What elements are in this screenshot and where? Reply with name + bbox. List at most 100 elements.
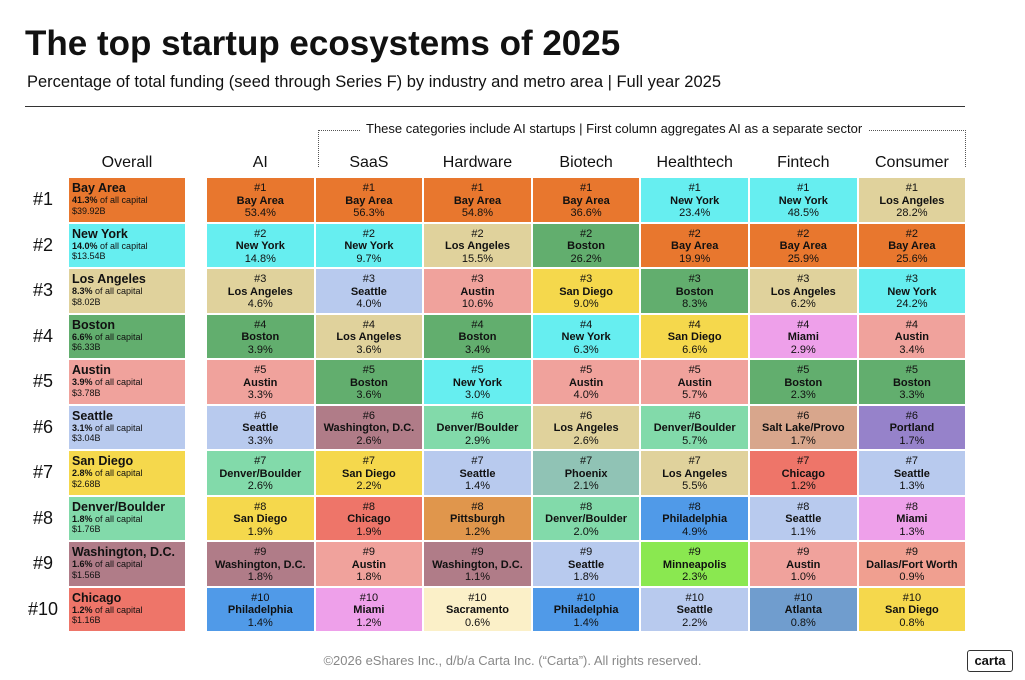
metro-name: Denver/Boulder xyxy=(545,513,628,525)
share: 4.6% xyxy=(247,298,273,310)
ranking-cell: #2 Bay Area 19.9% xyxy=(640,222,749,268)
amount: $3.78B xyxy=(72,387,101,398)
rank-label: #8 xyxy=(32,507,54,528)
share: 2.9% xyxy=(464,434,491,447)
column-heading: Fintech xyxy=(777,154,830,171)
metro-name: Bay Area xyxy=(345,194,393,207)
ranking-cell: #9 Dallas/Fort Worth 0.9% xyxy=(857,541,967,587)
share: 25.6% xyxy=(896,252,928,265)
rank: #8 xyxy=(797,500,810,513)
rank: #8 xyxy=(688,500,701,513)
share: 3.3% xyxy=(899,389,925,401)
ranking-cell: #3 Austin 10.6% xyxy=(423,268,532,314)
share: 0.8% xyxy=(790,616,816,629)
metro-name: Austin xyxy=(243,376,278,389)
metro-name: Los Angeles xyxy=(72,272,146,286)
share: 15.5% xyxy=(461,252,494,265)
share: 48.5% xyxy=(787,207,819,219)
ranking-cell: #5 Boston 2.3% xyxy=(749,359,858,405)
ranking-cell: #10 Philadelphia 1.4% xyxy=(206,586,315,632)
ranking-cell: #3 New York 24.2% xyxy=(857,268,967,314)
share-line: 41.3% of all capital xyxy=(72,195,185,206)
rank: #5 xyxy=(905,364,919,376)
overall-cell: Seattle 3.1% of all capital $3.04B xyxy=(68,404,186,450)
rank: #7 xyxy=(688,455,701,467)
share: 3.9% xyxy=(72,377,93,387)
rank: #2 xyxy=(797,227,810,240)
ranking-cell: #1 Bay Area 53.4% xyxy=(206,177,315,223)
overall-cell: Chicago 1.2% of all capital $1.16B xyxy=(68,586,186,632)
ranking-cell: #1 Los Angeles 28.2% xyxy=(857,177,967,223)
metro-name: Minneapolis xyxy=(662,558,727,571)
ranking-cell: #5 Boston 3.3% xyxy=(857,359,967,405)
rank-label: #4 xyxy=(32,325,54,346)
share: 9.7% xyxy=(356,252,382,265)
ranking-cell: #6 Denver/Boulder 2.9% xyxy=(423,404,532,450)
rank: #3 xyxy=(688,273,701,285)
ranking-cell: #1 Bay Area 56.3% xyxy=(314,177,424,223)
share-suffix: of all capital xyxy=(95,513,143,524)
metro-name: Los Angeles xyxy=(879,194,945,207)
ranking-cell: #3 Los Angeles 4.6% xyxy=(206,268,315,314)
share: 4.0% xyxy=(573,389,599,401)
share: 1.8% xyxy=(356,571,382,583)
metro-name: Austin xyxy=(894,331,929,343)
metro-name: Miami xyxy=(896,513,928,525)
rank: #1 xyxy=(797,182,810,194)
share-line: 3.1% of all capital xyxy=(72,423,185,434)
amount: $39.92B xyxy=(72,205,106,216)
rank: #3 xyxy=(579,273,593,285)
ranking-cell: #8 San Diego 1.9% xyxy=(206,495,315,541)
amount: $6.33B xyxy=(72,342,101,352)
overall-cell: Austin 3.9% of all capital $3.78B xyxy=(68,359,186,405)
column-heading: AI xyxy=(252,154,268,171)
rank: #3 xyxy=(471,273,484,285)
share: 6.6% xyxy=(682,343,708,356)
share: 53.4% xyxy=(244,207,276,219)
metro-name: New York xyxy=(561,331,611,343)
ranking-cell: #4 New York 6.3% xyxy=(531,313,641,359)
metro-name: New York xyxy=(344,240,394,252)
share-line: 3.9% of all capital xyxy=(72,377,185,388)
ranking-cell: #7 San Diego 2.2% xyxy=(314,450,424,496)
share: 28.2% xyxy=(896,207,928,219)
rank: #10 xyxy=(359,591,379,604)
rule xyxy=(25,106,965,107)
logo: carta xyxy=(967,650,1013,672)
rank: #8 xyxy=(471,500,484,513)
rank: #10 xyxy=(576,591,596,604)
share: 6.6% xyxy=(72,331,93,342)
metro-name: San Diego xyxy=(72,454,134,468)
metro-name: Seattle xyxy=(459,467,496,480)
share: 2.0% xyxy=(573,525,599,538)
ranking-cell: #4 Los Angeles 3.6% xyxy=(314,313,424,359)
rank: #2 xyxy=(471,227,484,240)
metro-name: San Diego xyxy=(884,604,939,616)
metro-name: New York xyxy=(778,194,828,207)
rank: #1 xyxy=(254,182,267,194)
share: 1.0% xyxy=(790,571,816,583)
amount: $1.16B xyxy=(72,615,101,625)
metro-name: Seattle xyxy=(676,604,713,616)
share: 1.3% xyxy=(899,480,925,492)
rank: #9 xyxy=(362,546,376,558)
rank: #9 xyxy=(579,546,593,558)
metro-name: Bay Area xyxy=(453,194,502,207)
metro-name: New York xyxy=(452,376,503,389)
rank: #7 xyxy=(797,455,810,467)
metro-name: Boston xyxy=(784,376,823,389)
share-line: 2.8% of all capital xyxy=(72,468,185,479)
rank: #10 xyxy=(251,591,270,604)
metro-name: Seattle xyxy=(893,467,930,480)
metro-name: Seattle xyxy=(242,422,279,434)
rank: #5 xyxy=(362,364,376,376)
share: 4.0% xyxy=(356,298,382,310)
share: 1.1% xyxy=(464,571,491,583)
metro-name: Los Angeles xyxy=(770,285,836,298)
rank: #9 xyxy=(688,546,701,558)
overall-cell: Bay Area 41.3% of all capital $39.92B xyxy=(68,177,186,223)
metro-name: Washington, D.C. xyxy=(323,422,415,434)
metro-name: Boston xyxy=(458,331,497,343)
metro-name: San Diego xyxy=(341,467,396,480)
share: 9.0% xyxy=(573,298,599,310)
